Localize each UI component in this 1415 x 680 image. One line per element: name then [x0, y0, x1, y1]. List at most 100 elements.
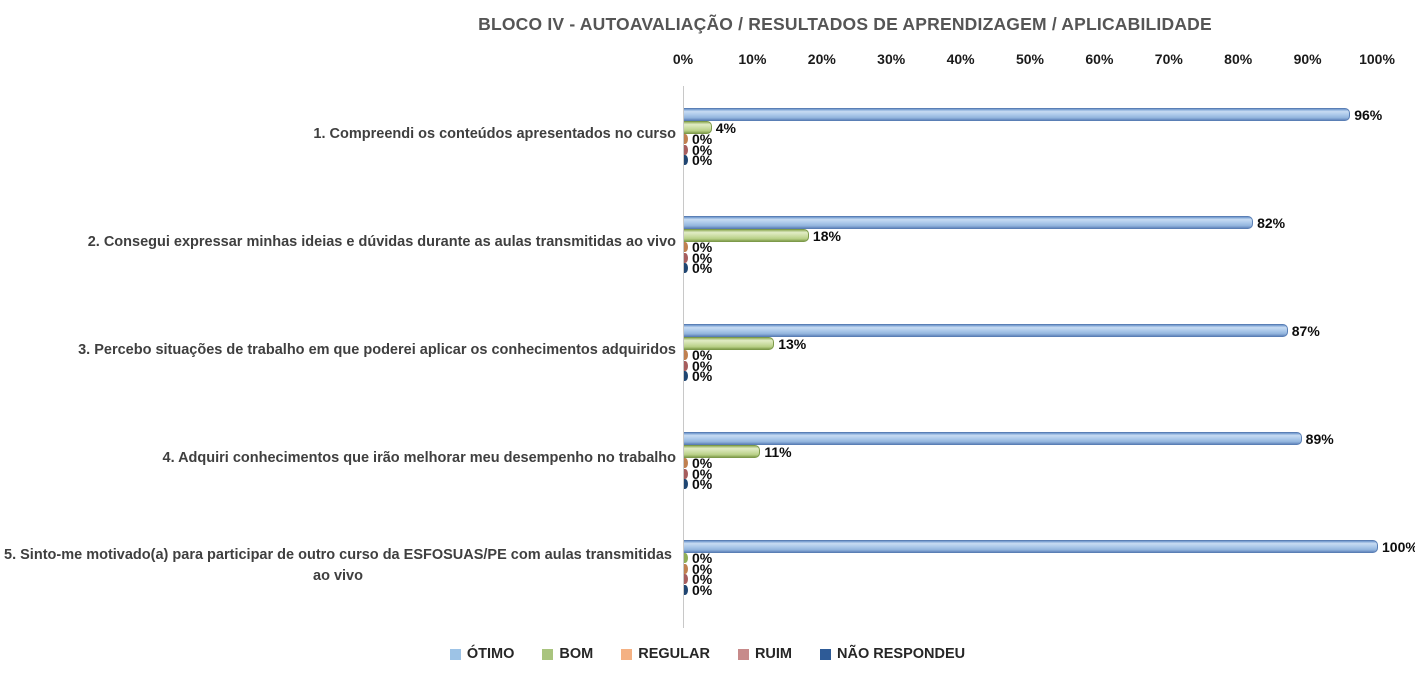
- data-label: 0%: [692, 465, 713, 482]
- legend-label: REGULAR: [638, 646, 710, 662]
- series-row: 0%: [684, 152, 1404, 169]
- data-label: 87%: [1291, 322, 1320, 339]
- series-row: 0%: [684, 239, 1404, 256]
- bar-ótimo: [684, 324, 1288, 337]
- series-row: 0%: [684, 141, 1404, 158]
- series-row: 0%: [684, 465, 1404, 482]
- chart-title: BLOCO IV - AUTOAVALIAÇÃO / RESULTADOS DE…: [478, 14, 1212, 34]
- zero-bar-ruim: [684, 468, 688, 479]
- series-row: 13%: [684, 335, 1404, 352]
- series-row: 100%: [684, 540, 1415, 554]
- series-row: 0%: [684, 260, 1404, 277]
- legend-swatch-icon: [542, 648, 554, 660]
- data-label: 0%: [692, 368, 713, 385]
- legend-label: BOM: [559, 646, 594, 662]
- zero-bar-não-respondeu: [684, 263, 688, 274]
- series-row: 82%: [684, 214, 1404, 231]
- zero-bar-não-respondeu: [684, 371, 688, 382]
- series-row: 89%: [684, 430, 1404, 447]
- bar-bom: [684, 337, 775, 350]
- data-label: 13%: [778, 335, 807, 352]
- data-label: 0%: [692, 560, 713, 577]
- x-axis-tick: 70%: [1154, 51, 1183, 67]
- data-label: 0%: [692, 581, 713, 598]
- x-axis-tick: 60%: [1085, 51, 1114, 67]
- legend-swatch-icon: [737, 648, 749, 660]
- legend-label: NÃO RESPONDEU: [837, 646, 966, 662]
- legend-swatch-icon: [449, 648, 461, 660]
- x-axis-tick: 50%: [1015, 51, 1045, 67]
- x-axis-tick: 80%: [1224, 51, 1253, 67]
- bar-group: 100% 0% 0% 0% 0%: [684, 540, 1415, 598]
- legend-label: ÓTIMO: [466, 646, 515, 662]
- zero-bar-regular: [684, 242, 688, 253]
- data-label: 18%: [812, 227, 841, 244]
- x-axis-tick: 20%: [807, 51, 836, 67]
- series-row: 0%: [684, 359, 1404, 373]
- series-row: 0%: [684, 251, 1404, 265]
- category-label-text: 1. Compreendi os conteúdos apresentados …: [313, 125, 676, 142]
- series-row: 0%: [684, 550, 1404, 567]
- legend-item-ótimo: ÓTIMO: [449, 646, 515, 662]
- zero-bar-ruim: [684, 360, 688, 371]
- x-axis-tick: 30%: [877, 51, 906, 67]
- data-label: 0%: [692, 152, 713, 169]
- category-label-text: 4. Adquiri conhecimentos que irão melhor…: [162, 449, 677, 466]
- bar-group: 82% 18% 0% 0% 0%: [684, 214, 1404, 277]
- zero-bar-regular: [684, 134, 688, 145]
- data-label: 4%: [715, 119, 736, 136]
- legend-swatch-icon: [820, 648, 832, 660]
- zero-bar-não-respondeu: [684, 479, 688, 490]
- bar-bom: [684, 445, 761, 458]
- category-label-text: 5. Sinto-me motivado(a) para participar …: [4, 547, 672, 584]
- category-label: 2. Consegui expressar minhas ideias e dú…: [0, 210, 676, 274]
- category-label: 5. Sinto-me motivado(a) para participar …: [0, 534, 676, 598]
- bar-group: 89% 11% 0% 0% 0%: [684, 430, 1404, 493]
- legend-item-regular: REGULAR: [621, 646, 710, 662]
- zero-bar-regular: [684, 458, 688, 469]
- category-label: 1. Compreendi os conteúdos apresentados …: [0, 102, 676, 166]
- data-label: 82%: [1257, 214, 1286, 231]
- data-label: 0%: [692, 550, 713, 567]
- data-label: 0%: [692, 131, 713, 148]
- legend-item-não-respondeu: NÃO RESPONDEU: [820, 646, 965, 662]
- legend-item-ruim: RUIM: [737, 646, 792, 662]
- category-label-text: 3. Percebo situações de trabalho em que …: [78, 341, 676, 358]
- zero-bar-não-respondeu: [684, 584, 688, 595]
- data-label: 0%: [692, 141, 713, 158]
- series-row: 0%: [684, 560, 1404, 577]
- data-label: 0%: [692, 455, 713, 472]
- data-label: 0%: [692, 347, 713, 364]
- data-label: 89%: [1305, 430, 1334, 447]
- series-row: 18%: [684, 227, 1404, 244]
- x-axis-tick: 100%: [1359, 51, 1395, 67]
- series-row: 0%: [684, 571, 1404, 588]
- data-label: 0%: [692, 260, 713, 277]
- data-label: 0%: [692, 571, 713, 588]
- data-label: 100%: [1382, 538, 1415, 555]
- bar-ótimo: [684, 432, 1302, 445]
- data-label: 11%: [764, 443, 792, 460]
- category-label: 3. Percebo situações de trabalho em que …: [0, 318, 676, 382]
- data-label: 96%: [1354, 106, 1383, 123]
- category-label-text: 2. Consegui expressar minhas ideias e dú…: [87, 233, 676, 250]
- series-row: 0%: [684, 131, 1404, 148]
- x-axis-tick: 40%: [946, 51, 975, 67]
- legend: ÓTIMO BOM REGULAR RUIM NÃO RESPONDEU: [0, 646, 1415, 662]
- bar-bom: [684, 121, 712, 134]
- zero-bar-bom: [684, 553, 688, 564]
- zero-bar-regular: [684, 350, 688, 361]
- bar-ótimo: [684, 540, 1378, 553]
- bar-ótimo: [684, 216, 1254, 229]
- x-axis-tick: 0%: [672, 51, 694, 67]
- series-row: 0%: [684, 347, 1404, 364]
- zero-bar-ruim: [684, 144, 688, 155]
- bar-ótimo: [684, 108, 1351, 121]
- data-label: 0%: [692, 476, 713, 493]
- data-label: 0%: [692, 239, 713, 256]
- bar-group: 96% 4% 0% 0% 0%: [684, 106, 1404, 169]
- zero-bar-ruim: [684, 574, 688, 585]
- legend-swatch-icon: [621, 648, 633, 660]
- bar-group: 87% 13% 0% 0% 0%: [684, 322, 1404, 385]
- series-row: 4%: [684, 119, 1404, 136]
